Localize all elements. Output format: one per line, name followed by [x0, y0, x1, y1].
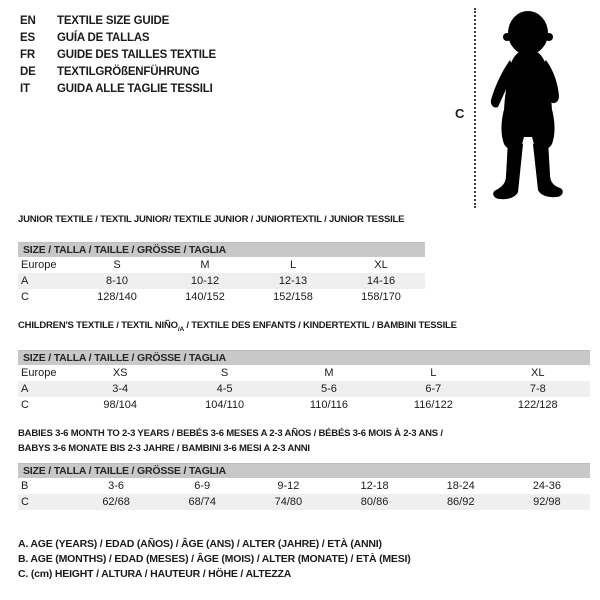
measurement-legend: A. AGE (YEARS) / EDAD (AÑOS) / ÂGE (ANS)… — [18, 537, 411, 582]
language-label: GUIDA ALLE TAGLIE TESSILI — [57, 83, 213, 95]
junior-size-table: Europe S M L XL A 8-10 10-12 12-13 14-16 C 128/140 1… — [18, 257, 425, 305]
babies-title: BABIES 3-6 MONTH TO 2-3 YEARS / BEBÉS 3-… — [18, 426, 590, 456]
size-value: 110/116 — [309, 398, 349, 411]
babies-title-line2: BABYS 3-6 MONATE BIS 2-3 JAHRE / BAMBINI… — [18, 443, 310, 454]
baby-silhouette-icon — [490, 11, 563, 200]
language-label: TEXTILE SIZE GUIDE — [57, 15, 170, 27]
table-row: A 3-4 4-5 5-6 6-7 7-8 — [18, 380, 590, 397]
size-header-bar: SIZE / TALLA / TAILLE / GRÖSSE / TAGLIA — [18, 463, 590, 478]
size-value: S — [113, 259, 121, 271]
legend-line-a: A. AGE (YEARS) / EDAD (AÑOS) / ÂGE (ANS)… — [18, 538, 382, 550]
size-value: 68/74 — [188, 496, 216, 508]
language-label: TEXTILGRÖßENFÜHRUNG — [57, 66, 200, 78]
size-value: 86/92 — [446, 496, 475, 508]
table-row: C 62/68 68/74 74/80 80/86 86/92 92/98 — [18, 494, 590, 510]
size-value: 128/140 — [97, 291, 137, 303]
junior-title: JUNIOR TEXTILE / TEXTIL JUNIOR/ TEXTILE … — [18, 214, 405, 225]
row-label: B — [21, 480, 29, 492]
size-header-bar: SIZE / TALLA / TAILLE / GRÖSSE / TAGLIA — [18, 349, 590, 365]
table-row: Europe S M L XL — [18, 257, 425, 273]
size-value: 104/110 — [205, 398, 245, 411]
language-row-de: DE TEXTILGRÖßENFÜHRUNG — [20, 64, 216, 81]
size-value: 3-4 — [112, 382, 129, 395]
table-row: Europe XS S M L XL — [18, 365, 590, 381]
size-value: 7-8 — [529, 382, 546, 395]
size-value: 3-6 — [108, 480, 125, 492]
language-row-it: IT GUIDA ALLE TAGLIE TESSILI — [20, 81, 216, 98]
size-value: 62/68 — [102, 496, 130, 508]
size-value: 92/98 — [533, 496, 561, 508]
language-label: GUIDE DES TAILLES TEXTILE — [57, 49, 216, 61]
size-value: M — [200, 259, 210, 271]
size-value: 14-16 — [366, 275, 396, 287]
table-row: A 8-10 10-12 12-13 14-16 — [18, 273, 425, 289]
children-title: CHILDREN'S TEXTILE / TEXTIL NIÑO/A / TEX… — [18, 320, 590, 336]
size-value: 6-7 — [425, 382, 442, 395]
babies-table-section: BABIES 3-6 MONTH TO 2-3 YEARS / BEBÉS 3-… — [18, 426, 590, 510]
table-row: C 128/140 140/152 152/158 158/170 — [18, 289, 425, 305]
language-code: ES — [20, 32, 35, 44]
babies-title-line1: BABIES 3-6 MONTH TO 2-3 YEARS / BEBÉS 3-… — [18, 428, 443, 439]
size-value: L — [289, 259, 297, 271]
size-value: XL — [531, 366, 545, 379]
legend-line-b: B. AGE (MONTHS) / EDAD (MESES) / ÂGE (MO… — [18, 553, 411, 565]
size-value: 116/122 — [413, 398, 453, 411]
size-value: 80/86 — [360, 496, 389, 508]
language-code: IT — [20, 83, 30, 95]
language-code: DE — [20, 66, 36, 78]
language-list: EN TEXTILE SIZE GUIDE ES GUÍA DE TALLAS … — [20, 13, 216, 98]
language-label: GUÍA DE TALLAS — [57, 32, 150, 44]
row-label: Europe — [21, 366, 57, 379]
size-value: 152/158 — [273, 291, 313, 303]
row-label: C — [21, 398, 29, 411]
language-row-en: EN TEXTILE SIZE GUIDE — [20, 13, 216, 30]
children-size-table: Europe XS S M L XL A 3-4 4-5 5-6 6-7 7-8 C 98/104 104/… — [18, 365, 590, 413]
children-title-main: CHILDREN'S TEXTILE / TEXTIL NIÑO — [18, 320, 178, 331]
size-value: 74/80 — [274, 496, 303, 508]
size-value: 140/152 — [185, 291, 225, 303]
size-value: 9-12 — [277, 480, 300, 492]
legend-line-c: C. (cm) HEIGHT / ALTURA / HAUTEUR / HÖHE… — [18, 568, 292, 580]
size-value: 122/128 — [517, 398, 558, 411]
size-value: 158/170 — [361, 291, 401, 303]
size-value: 6-9 — [194, 480, 211, 492]
size-value: XS — [112, 366, 128, 379]
language-row-es: ES GUÍA DE TALLAS — [20, 30, 216, 47]
language-code: FR — [20, 49, 35, 61]
size-value: XL — [374, 259, 388, 271]
size-value: 10-12 — [190, 275, 220, 287]
size-value: 4-5 — [216, 382, 233, 395]
size-value: S — [220, 366, 229, 379]
size-value: 98/104 — [103, 398, 138, 411]
size-value: L — [430, 366, 437, 379]
children-title-sub: /A — [177, 325, 184, 333]
size-value: M — [324, 366, 334, 379]
junior-table-section: JUNIOR TEXTILE / TEXTIL JUNIOR/ TEXTILE … — [18, 214, 425, 305]
babies-size-table: B 3-6 6-9 9-12 12-18 18-24 24-36 C 62/68 68/74 74/… — [18, 478, 590, 510]
size-header-bar: SIZE / TALLA / TAILLE / GRÖSSE / TAGLIA — [18, 242, 425, 257]
table-row: B 3-6 6-9 9-12 12-18 18-24 24-36 — [18, 478, 590, 494]
size-value: 12-18 — [360, 480, 389, 492]
children-title-rest: / TEXTILE DES ENFANTS / KINDERTEXTIL / B… — [183, 320, 457, 331]
size-value: 8-10 — [105, 275, 129, 287]
language-code: EN — [20, 15, 36, 27]
size-value: 24-36 — [532, 480, 561, 492]
size-value: 12-13 — [278, 275, 308, 287]
size-value: 5-6 — [321, 382, 337, 395]
language-row-fr: FR GUIDE DES TAILLES TEXTILE — [20, 47, 216, 64]
height-dotted-line — [474, 8, 476, 208]
table-row: C 98/104 104/110 110/116 116/122 122/128 — [18, 397, 590, 413]
row-label: A — [21, 382, 29, 395]
height-measure-label: C — [455, 106, 465, 121]
size-value: 18-24 — [446, 480, 475, 492]
row-label: A — [21, 275, 29, 287]
row-label: C — [21, 291, 29, 303]
row-label: Europe — [21, 259, 57, 271]
children-table-section: CHILDREN'S TEXTILE / TEXTIL NIÑO/A / TEX… — [18, 320, 590, 413]
row-label: C — [21, 496, 29, 508]
